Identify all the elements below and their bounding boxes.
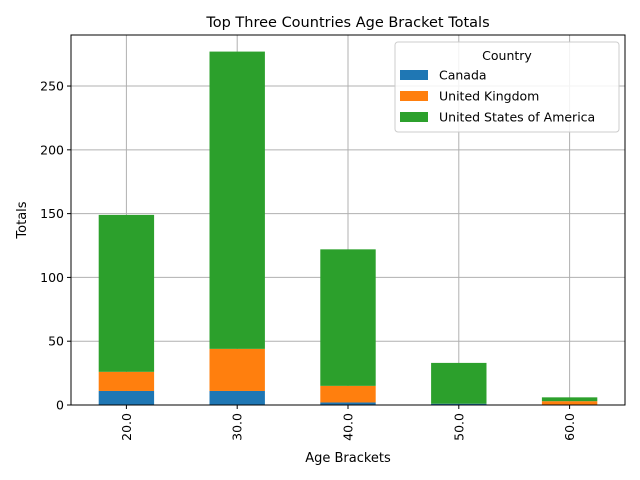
legend-items: Canada United Kingdom United States of Ame… [400, 68, 595, 125]
legend-swatch [400, 112, 428, 122]
legend-entry-label: Canada [439, 68, 487, 83]
bar-segment [320, 385, 376, 403]
legend: Country Canada United Kingdom United State… [394, 41, 620, 133]
legend-entry-label: United States of America [439, 110, 595, 125]
x-tick-label: 30.0 [230, 413, 245, 441]
x-tick-label: 60.0 [562, 413, 577, 441]
legend-entry-label: United Kingdom [439, 89, 539, 104]
bar-segment [431, 403, 487, 405]
bar-segment [98, 390, 155, 405]
x-tick-label: 40.0 [341, 413, 356, 441]
legend-title: Country [482, 48, 532, 63]
y-axis-ticks: 0 50 100 150 200 250 [40, 79, 71, 413]
bar-segment [431, 362, 487, 404]
x-tick-label: 20.0 [119, 413, 134, 441]
bar-segment [209, 348, 265, 391]
x-axis-ticks: 20.0 30.0 40.0 50.0 60.0 [119, 405, 577, 441]
x-axis-label: Age Brackets [305, 451, 391, 466]
x-tick-label: 50.0 [451, 413, 466, 441]
y-tick-label: 250 [40, 79, 64, 94]
y-axis-label: Totals [15, 201, 30, 239]
legend-swatch [400, 91, 428, 101]
bar-segment [98, 371, 155, 391]
legend-box [394, 41, 620, 133]
legend-swatch [400, 70, 428, 80]
bars [98, 51, 598, 405]
y-tick-label: 100 [40, 270, 64, 285]
y-tick-label: 150 [40, 206, 64, 221]
bar-segment [98, 214, 155, 372]
bar-segment [320, 249, 376, 386]
bar-segment [541, 397, 598, 402]
bar-segment [209, 390, 265, 405]
bar-segment [320, 402, 376, 405]
bar-segment [541, 401, 598, 405]
bar-segment [209, 51, 265, 349]
y-tick-label: 50 [48, 334, 64, 349]
y-tick-label: 200 [40, 142, 64, 157]
chart-title: Top Three Countries Age Bracket Totals [205, 15, 489, 31]
y-tick-label: 0 [56, 398, 64, 413]
